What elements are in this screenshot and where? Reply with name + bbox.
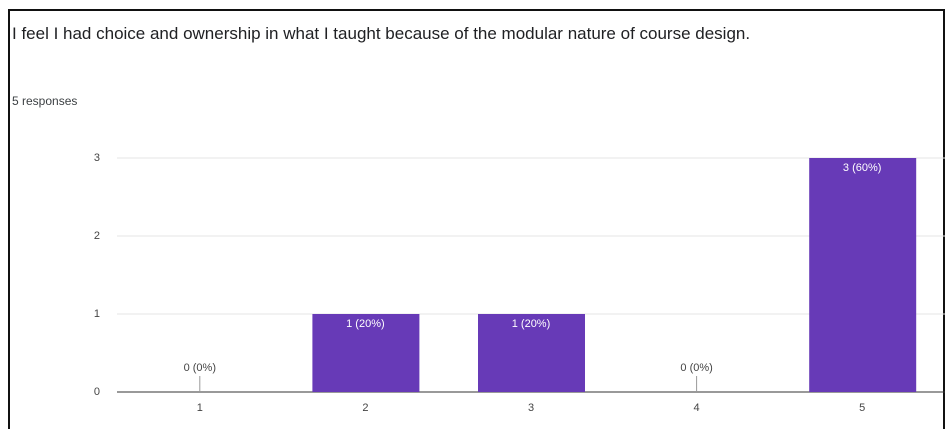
value-label: 1 (20%) [512,318,551,330]
value-label: 3 (60%) [843,162,882,174]
bar [312,314,420,392]
value-label: 0 (0%) [184,362,216,374]
x-tick-label: 5 [859,402,865,414]
x-tick-label: 4 [694,402,700,414]
x-tick-label: 1 [197,402,203,414]
bar [809,158,917,392]
response-count: 5 responses [12,94,78,108]
value-label: 0 (0%) [680,362,712,374]
x-tick-label: 3 [528,402,534,414]
question-title: I feel I had choice and ownership in wha… [12,24,751,43]
value-label: 1 (20%) [346,318,385,330]
bar [478,314,585,392]
card-border [8,9,945,429]
y-tick-label: 3 [94,152,100,164]
y-tick-label: 0 [94,386,100,398]
x-tick-label: 2 [362,402,368,414]
y-tick-label: 2 [94,230,100,242]
y-tick-label: 1 [94,308,100,320]
